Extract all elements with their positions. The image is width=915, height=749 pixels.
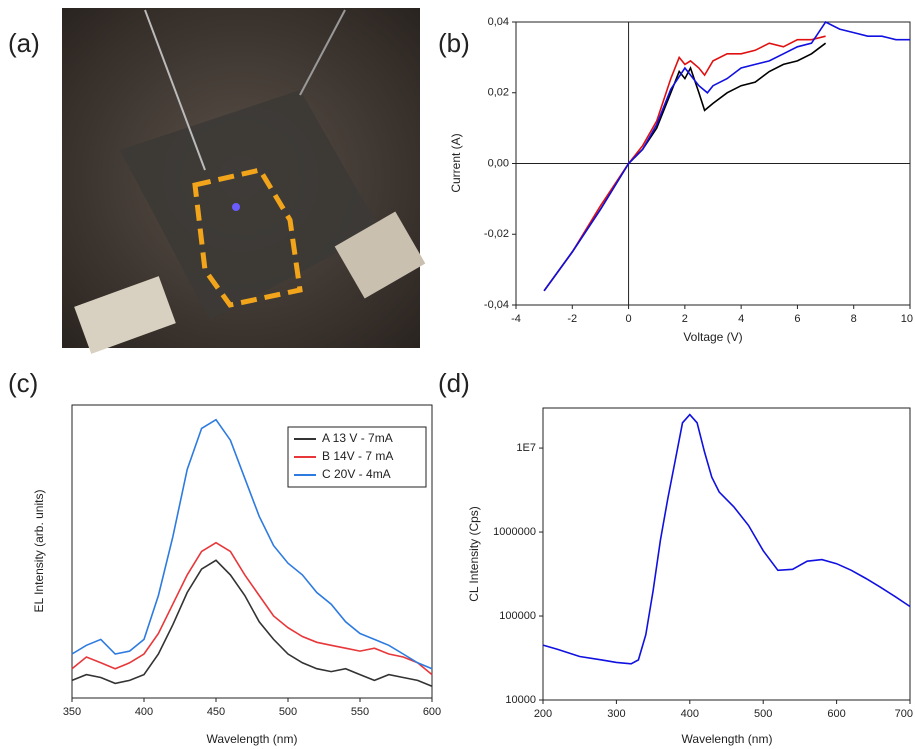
plot-frame bbox=[71, 404, 433, 699]
legend-label: C 20V - 4mA bbox=[322, 467, 391, 481]
series-line bbox=[71, 541, 433, 676]
series-line bbox=[71, 559, 433, 688]
y-tick-label: 100000 bbox=[499, 610, 536, 622]
x-tick-label: 500 bbox=[754, 708, 772, 720]
y-tick-label: 0,00 bbox=[488, 157, 509, 169]
x-tick-label: 700 bbox=[895, 708, 913, 720]
legend-box bbox=[287, 426, 427, 488]
x-tick-label: 450 bbox=[207, 706, 225, 718]
y-tick-label: 1E7 bbox=[516, 442, 536, 454]
x-tick-label: -2 bbox=[567, 313, 577, 325]
legend-label: A 13 V - 7mA bbox=[322, 431, 393, 445]
plot-frame bbox=[542, 407, 911, 701]
y-tick-label: 1000000 bbox=[493, 526, 536, 538]
x-tick-label: 600 bbox=[827, 708, 845, 720]
panel-label: (d) bbox=[438, 368, 470, 398]
series-line bbox=[543, 35, 826, 292]
x-tick-label: 350 bbox=[63, 706, 81, 718]
series-line bbox=[71, 418, 433, 670]
x-axis-label: Voltage (V) bbox=[683, 330, 742, 344]
x-tick-label: 6 bbox=[794, 313, 800, 325]
panel-label: (c) bbox=[8, 368, 38, 398]
x-tick-label: 4 bbox=[738, 313, 744, 325]
y-tick-label: 0,04 bbox=[488, 16, 509, 28]
x-tick-label: 550 bbox=[351, 706, 369, 718]
photo bbox=[62, 8, 426, 354]
x-tick-label: 200 bbox=[534, 708, 552, 720]
series-line bbox=[543, 20, 910, 292]
x-axis-label: Wavelength (nm) bbox=[682, 732, 773, 746]
legend-label: B 14V - 7 mA bbox=[322, 449, 393, 463]
x-tick-label: 400 bbox=[681, 708, 699, 720]
y-tick-label: -0,04 bbox=[484, 299, 509, 311]
series-line bbox=[542, 413, 911, 665]
x-tick-label: 500 bbox=[279, 706, 297, 718]
x-axis-label: Wavelength (nm) bbox=[207, 732, 298, 746]
y-tick-label: 0,02 bbox=[488, 87, 509, 99]
x-tick-label: 0 bbox=[626, 313, 632, 325]
panel-label: (a) bbox=[8, 28, 40, 58]
y-axis-label: Current (A) bbox=[449, 133, 463, 192]
x-tick-label: 10 bbox=[901, 313, 913, 325]
y-tick-label: 10000 bbox=[505, 694, 536, 706]
series-line bbox=[543, 42, 827, 292]
y-axis-label: CL Intensity (Cps) bbox=[467, 506, 481, 602]
x-tick-label: 400 bbox=[135, 706, 153, 718]
x-tick-label: 600 bbox=[423, 706, 441, 718]
x-tick-label: -4 bbox=[511, 313, 521, 325]
y-axis-label: EL Intensity (arb. units) bbox=[32, 490, 46, 613]
x-tick-label: 300 bbox=[607, 708, 625, 720]
y-tick-label: -0,02 bbox=[484, 228, 509, 240]
x-tick-label: 8 bbox=[851, 313, 857, 325]
x-tick-label: 2 bbox=[682, 313, 688, 325]
panel-label: (b) bbox=[438, 28, 470, 58]
